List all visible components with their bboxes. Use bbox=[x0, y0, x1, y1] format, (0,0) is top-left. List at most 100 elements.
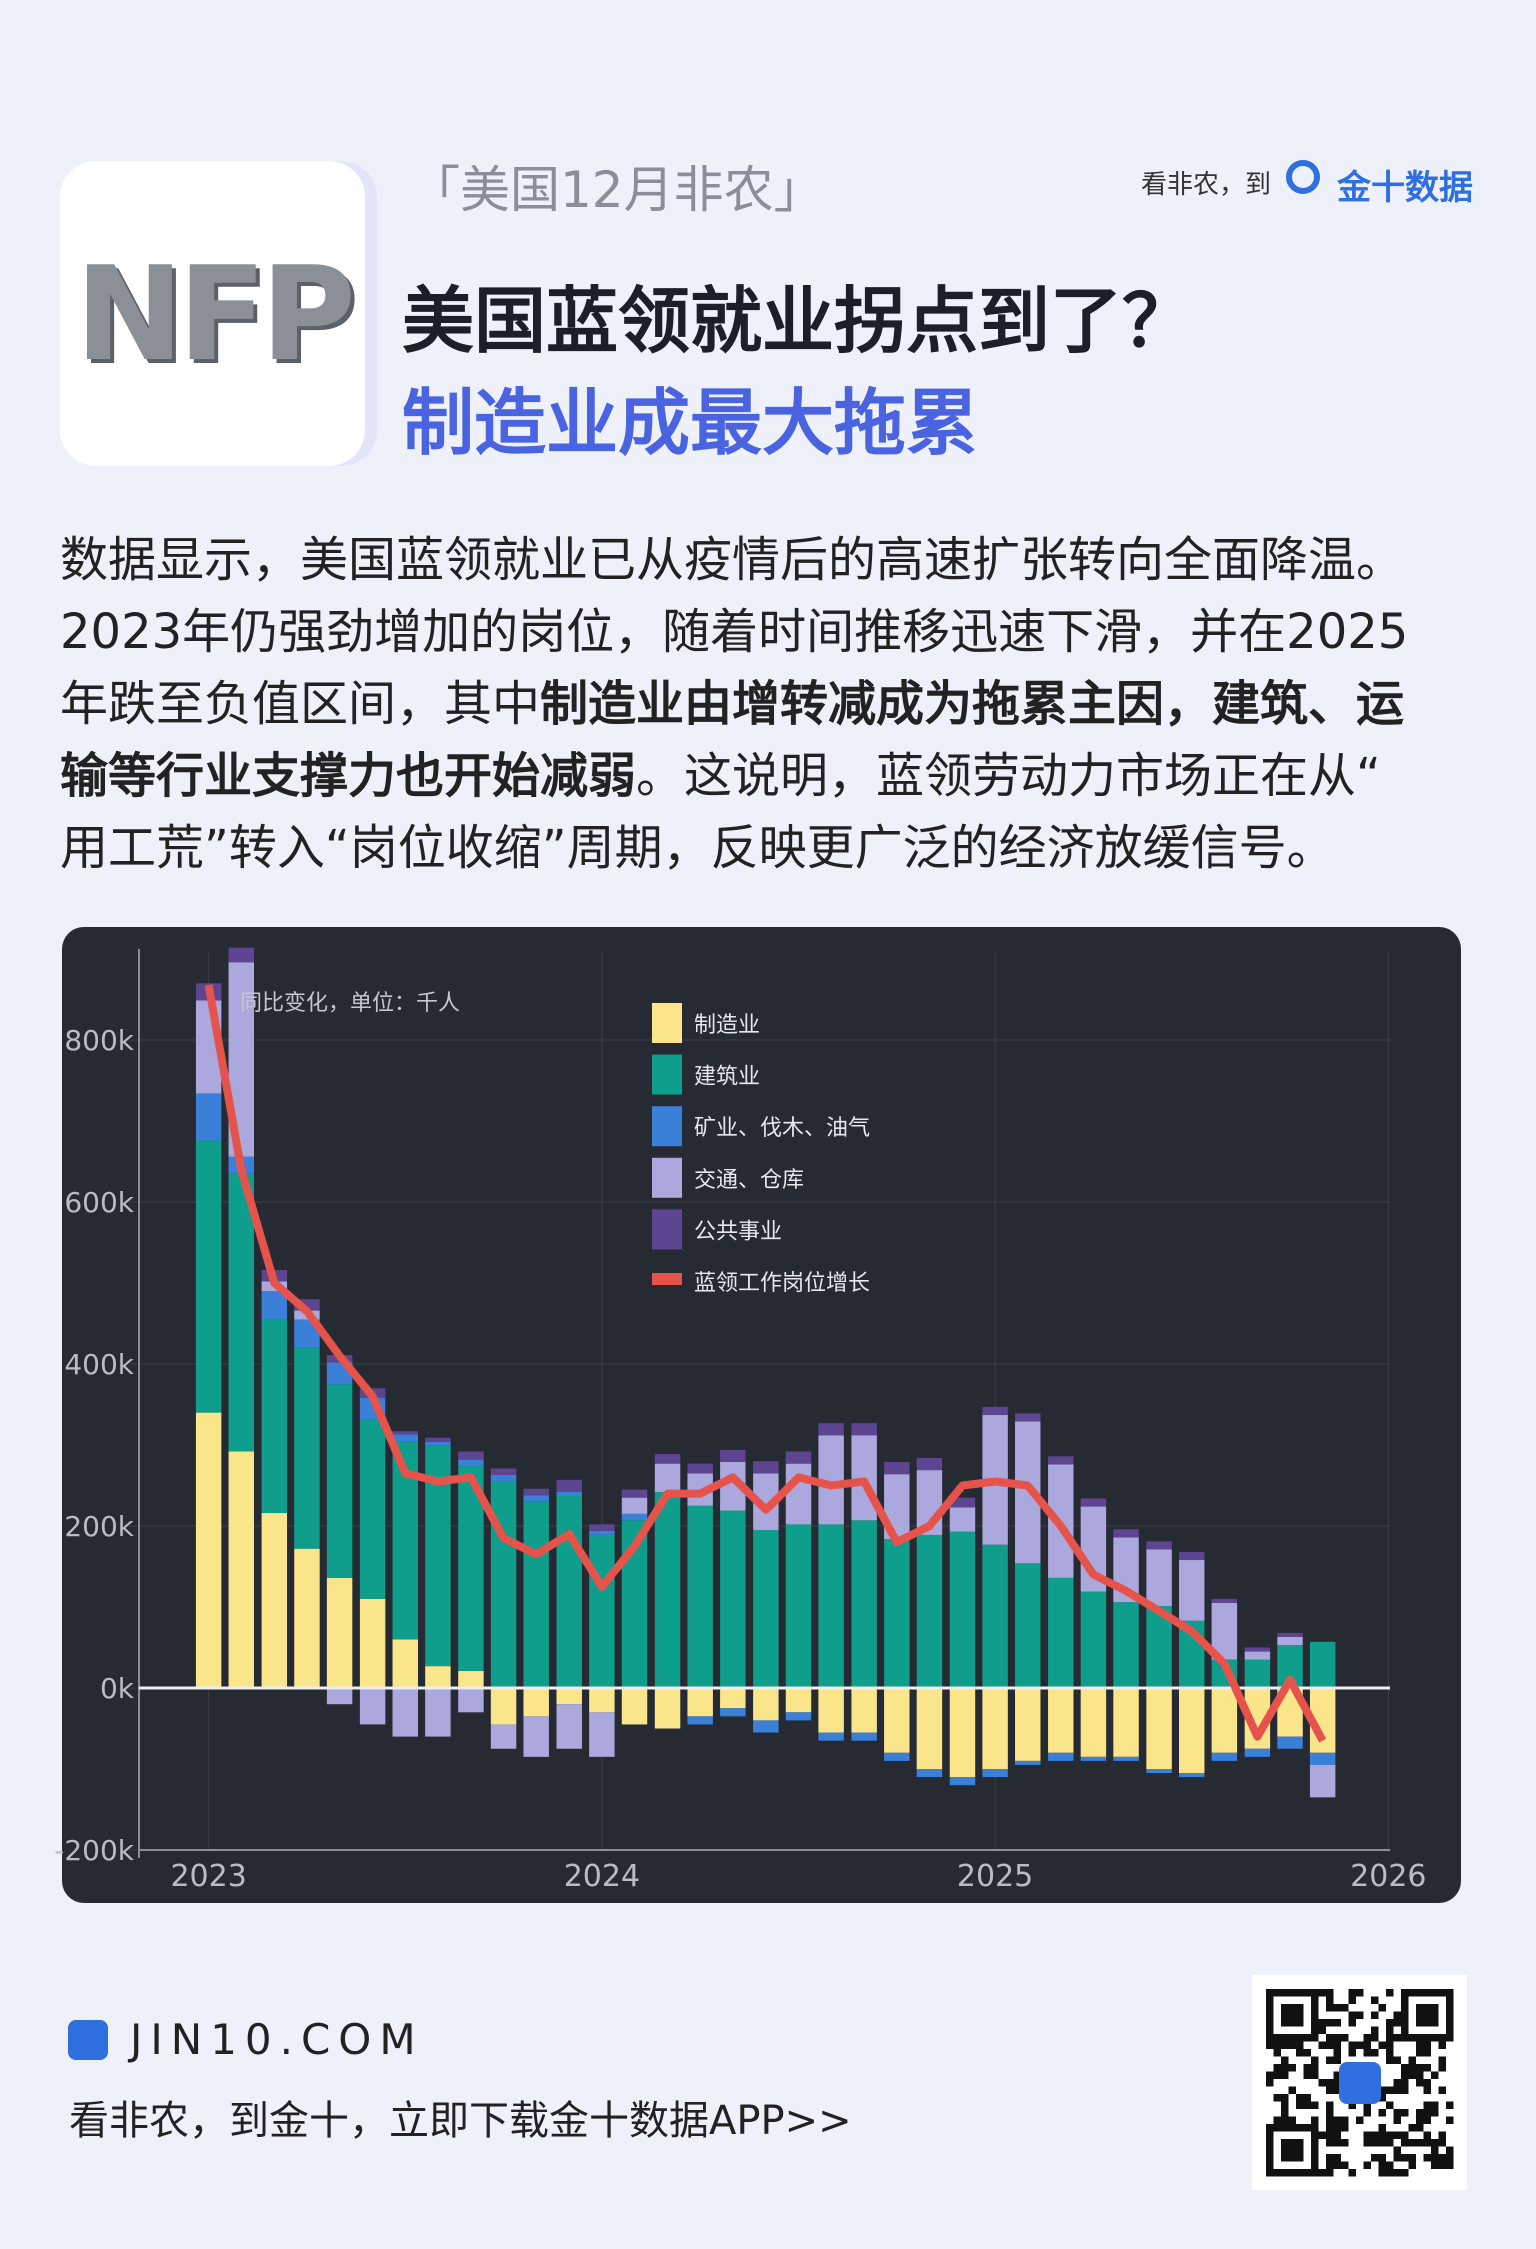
bar bbox=[720, 1708, 746, 1717]
bar bbox=[1048, 1688, 1074, 1753]
bar bbox=[458, 1688, 484, 1713]
bar bbox=[228, 947, 255, 963]
bar bbox=[1211, 1598, 1238, 1603]
y-tick-label: 0k bbox=[100, 1672, 135, 1705]
qr-icon bbox=[1339, 2062, 1381, 2104]
bar bbox=[523, 1716, 549, 1757]
bar bbox=[490, 1688, 517, 1725]
bar bbox=[785, 1712, 812, 1721]
bar bbox=[261, 1319, 288, 1514]
bar bbox=[884, 1462, 910, 1475]
bar bbox=[195, 1412, 222, 1688]
x-tick-label: 2023 bbox=[170, 1859, 246, 1894]
bar bbox=[1015, 1413, 1041, 1422]
bar bbox=[818, 1688, 844, 1733]
paragraph-line: 年跌至负值区间，其中制造业由增转减成为拖累主因，建筑、运 bbox=[60, 664, 1404, 734]
bar bbox=[851, 1688, 877, 1733]
bar bbox=[1277, 1736, 1303, 1749]
bar bbox=[654, 1463, 681, 1492]
bar bbox=[621, 1688, 648, 1725]
bar bbox=[1080, 1498, 1107, 1507]
bar bbox=[294, 1548, 320, 1688]
bar bbox=[195, 1140, 222, 1413]
bar bbox=[884, 1538, 910, 1688]
legend-label: 建筑业 bbox=[694, 1065, 760, 1090]
bar bbox=[1178, 1688, 1205, 1774]
bar bbox=[458, 1670, 484, 1688]
tag: 「美国12月非农」 bbox=[410, 161, 824, 219]
legend-label: 矿业、伐木、油气 bbox=[694, 1116, 870, 1141]
title-line2: 制造业成最大拖累 bbox=[402, 381, 979, 465]
bar bbox=[753, 1530, 779, 1688]
bar bbox=[392, 1431, 418, 1435]
bar bbox=[1015, 1688, 1041, 1761]
bar bbox=[1048, 1577, 1074, 1688]
bar bbox=[1178, 1773, 1205, 1778]
paragraph-line: 数据显示，美国蓝领就业已从疫情后的高速扩张转向全面降温。 bbox=[60, 520, 1404, 590]
bar bbox=[982, 1406, 1008, 1416]
bar bbox=[916, 1457, 943, 1471]
bar bbox=[392, 1434, 418, 1442]
bar bbox=[392, 1639, 418, 1688]
bar bbox=[916, 1688, 943, 1769]
bar bbox=[1178, 1551, 1205, 1561]
bar bbox=[785, 1463, 812, 1525]
logo-text: NFP bbox=[75, 237, 356, 390]
bar bbox=[1178, 1560, 1205, 1621]
bar bbox=[687, 1688, 713, 1717]
bar bbox=[916, 1534, 943, 1688]
paragraph-line: 输等行业支撑力也开始减弱。这说明，蓝领劳动力市场正在从“ bbox=[60, 736, 1381, 806]
bar bbox=[720, 1688, 746, 1709]
bar bbox=[654, 1491, 681, 1688]
bar bbox=[589, 1712, 615, 1757]
site: JIN10.COM bbox=[130, 2015, 424, 2064]
bar bbox=[261, 1291, 288, 1320]
bar bbox=[1080, 1591, 1107, 1688]
bar bbox=[1244, 1748, 1271, 1757]
bar bbox=[949, 1497, 976, 1508]
bar bbox=[949, 1777, 976, 1786]
bar bbox=[687, 1463, 713, 1474]
bar bbox=[425, 1666, 451, 1688]
legend-swatch bbox=[652, 1157, 682, 1198]
bar bbox=[490, 1474, 517, 1482]
bar bbox=[1309, 1641, 1336, 1688]
brand-icon bbox=[1286, 160, 1320, 194]
bar bbox=[294, 1299, 320, 1311]
bar bbox=[1244, 1647, 1271, 1652]
slogan: 看非农，到 bbox=[1141, 170, 1272, 200]
bar bbox=[1277, 1636, 1303, 1646]
bar bbox=[589, 1534, 615, 1688]
bar bbox=[753, 1461, 779, 1474]
bar bbox=[818, 1524, 844, 1688]
bar bbox=[425, 1441, 451, 1446]
text-run: 年跌至负值区间，其中 bbox=[60, 676, 541, 732]
bar bbox=[326, 1577, 353, 1688]
bar bbox=[916, 1769, 943, 1778]
bar bbox=[556, 1479, 582, 1492]
bar bbox=[720, 1510, 746, 1688]
bar bbox=[1113, 1602, 1139, 1688]
bar bbox=[490, 1481, 517, 1688]
logo-box: NFP bbox=[60, 161, 365, 466]
legend-label: 制造业 bbox=[694, 1013, 760, 1038]
bar bbox=[523, 1688, 549, 1717]
bar bbox=[1113, 1688, 1139, 1757]
bar bbox=[753, 1720, 779, 1733]
bar bbox=[1277, 1632, 1303, 1637]
bar bbox=[654, 1453, 681, 1464]
bar bbox=[851, 1423, 877, 1436]
y-tick-label: 400k bbox=[64, 1348, 134, 1381]
bar bbox=[556, 1496, 582, 1688]
bar bbox=[785, 1524, 812, 1688]
bar bbox=[1048, 1456, 1074, 1465]
legend-swatch bbox=[652, 1003, 682, 1043]
x-tick-label: 2024 bbox=[564, 1859, 640, 1894]
bar bbox=[1048, 1752, 1074, 1761]
bar bbox=[589, 1524, 615, 1531]
bar bbox=[326, 1688, 353, 1705]
bar bbox=[523, 1501, 549, 1688]
bar bbox=[556, 1704, 582, 1749]
